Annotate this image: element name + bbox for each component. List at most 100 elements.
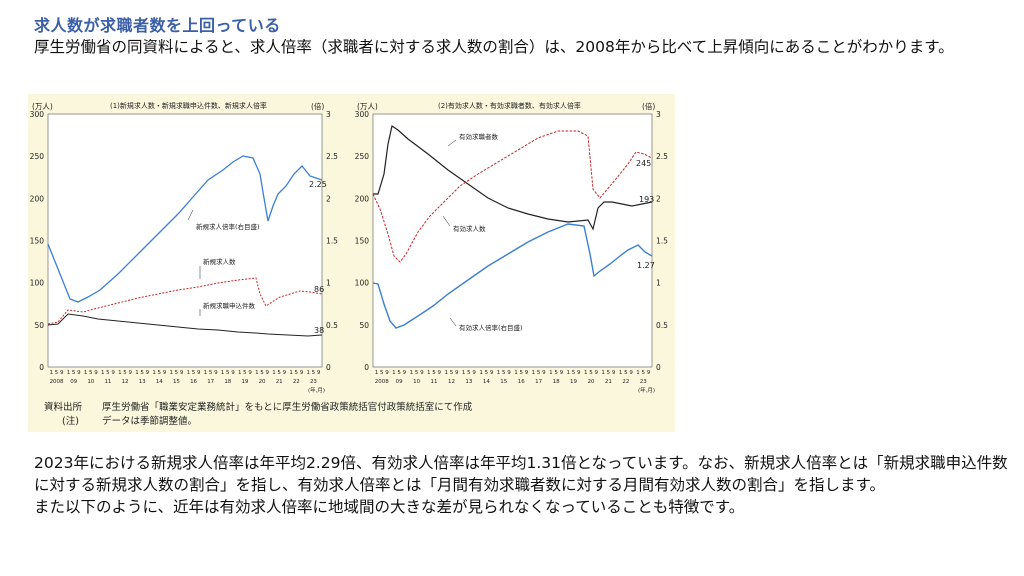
left-axis-tick: 250 (355, 152, 370, 161)
month-marks: 1 5 9 (636, 370, 650, 376)
body-line-2: また以下のように、近年は有効求人倍率に地域間の大きな差が見られなくなっていること… (34, 498, 745, 516)
year-label: 15 (173, 379, 180, 385)
month-marks: 1 5 9 (462, 370, 476, 376)
year-label: 09 (70, 379, 77, 385)
month-marks: 1 5 9 (101, 370, 115, 376)
right-axis-tick: 2.5 (326, 152, 338, 161)
month-marks: 1 5 9 (221, 370, 235, 376)
right-axis-tick: 1 (326, 279, 331, 288)
year-label: 15 (500, 379, 507, 385)
year-label: 13 (465, 379, 472, 385)
year-label: 12 (122, 379, 129, 385)
year-label: 19 (570, 379, 577, 385)
month-marks: 1 5 9 (187, 370, 201, 376)
label-new-ratio: 新規求人倍率(右目盛) (196, 222, 260, 231)
month-marks: 1 5 9 (152, 370, 166, 376)
end-effective-seekers: 193 (639, 195, 654, 204)
right-axis-tick: 0 (326, 363, 331, 372)
year-label: 17 (207, 379, 214, 385)
month-marks: 1 5 9 (272, 370, 286, 376)
year-label: 11 (104, 379, 111, 385)
left-axis-tick: 50 (359, 321, 369, 330)
month-marks: 1 5 9 (238, 370, 252, 376)
source-note: 資料出所 厚生労働省「職業安定業務統計」をもとに厚生労働省政策統括官付政策統括室に… (44, 401, 472, 429)
note-label: (注) (62, 416, 79, 427)
body-paragraph: 2023年における新規求人倍率は年平均2.29倍、有効求人倍率は年平均1.31倍… (34, 452, 1009, 518)
left-unit-left: (万人) (32, 102, 53, 111)
left-unit-right: (倍) (311, 101, 324, 111)
slide-title: 求人数が求職者数を上回っている (34, 16, 281, 35)
right-axis-tick: 0.5 (326, 321, 338, 330)
left-axis-tick: 300 (30, 110, 45, 119)
left-axis-tick: 100 (355, 279, 370, 288)
year-label: 14 (483, 379, 490, 385)
month-marks: 1 5 9 (410, 370, 424, 376)
right-axis-tick: 2 (326, 194, 331, 203)
year-label: 10 (413, 379, 420, 385)
month-marks: 1 5 9 (601, 370, 615, 376)
year-label: 18 (224, 379, 231, 385)
month-marks: 1 5 9 (549, 370, 563, 376)
right-axis-tick: 3 (326, 110, 331, 119)
year-label: 10 (87, 379, 94, 385)
right-axis-tick: 0 (656, 363, 661, 372)
labor-statistics-figure: 300 3 250 2.5 200 2 150 1.5 100 1 50 0.5 0 0 (万人) (倍)… (28, 94, 675, 432)
left-axis-tick: 150 (30, 237, 45, 246)
year-label: 2008 (50, 379, 64, 385)
year-label: 11 (431, 379, 438, 385)
label-seekers: 有効求職者数 (459, 132, 499, 141)
year-label: 18 (553, 379, 560, 385)
month-marks: 1 5 9 (255, 370, 269, 376)
label-effective-ratio: 有効求人倍率(右目盛) (459, 323, 523, 332)
right-axis-tick: 2 (656, 194, 661, 203)
right-unit-left: (万人) (357, 102, 378, 111)
year-label: 22 (622, 379, 629, 385)
year-label: 20 (259, 379, 266, 385)
left-axis-tick: 50 (34, 321, 44, 330)
month-marks: 1 5 9 (375, 370, 389, 376)
month-marks: 1 5 9 (135, 370, 149, 376)
right-axis-tick: 1.5 (656, 237, 668, 246)
right-axis-tick: 1 (656, 279, 661, 288)
left-axis-tick: 100 (30, 279, 45, 288)
note-text: データは季節調整値。 (102, 416, 198, 427)
label-new-applicants: 新規求職申込件数 (203, 301, 256, 310)
month-marks: 1 5 9 (619, 370, 633, 376)
source-label: 資料出所 (44, 402, 83, 413)
left-axis-tick: 0 (39, 363, 44, 372)
year-label: 22 (293, 379, 300, 385)
end-effective-ratio: 1.27 (637, 261, 655, 270)
month-marks: 1 5 9 (567, 370, 581, 376)
year-label: 14 (156, 379, 163, 385)
end-new-applicants: 38 (314, 326, 324, 335)
month-marks: 1 5 9 (444, 370, 458, 376)
end-new-ratio: 2.25 (309, 180, 327, 189)
month-marks: 1 5 9 (289, 370, 303, 376)
left-axis-tick: 0 (364, 363, 369, 372)
month-marks: 1 5 9 (50, 370, 64, 376)
month-marks: 1 5 9 (514, 370, 528, 376)
left-panel-title: (1)新規求人数・新規求職申込件数、新規求人倍率 (110, 102, 267, 110)
right-axis-tick: 2.5 (656, 152, 668, 161)
end-effective-openings: 245 (636, 159, 651, 168)
year-label: 16 (518, 379, 525, 385)
right-unit-right: (倍) (642, 101, 655, 111)
month-marks: 1 5 9 (67, 370, 81, 376)
month-marks: 1 5 9 (497, 370, 511, 376)
year-label: 23 (640, 379, 647, 385)
right-panel-title: (2)有効求人数・有効求職者数、有効求人倍率 (438, 102, 581, 110)
year-label: 21 (605, 379, 612, 385)
month-marks: 1 5 9 (118, 370, 132, 376)
year-label: 23 (310, 379, 317, 385)
left-axis-tick: 250 (30, 152, 45, 161)
x-axis-unit: (年,月) (308, 386, 325, 394)
left-axis-tick: 200 (30, 194, 45, 203)
month-marks: 1 5 9 (532, 370, 546, 376)
month-marks: 1 5 9 (84, 370, 98, 376)
month-marks: 1 5 9 (169, 370, 183, 376)
month-marks: 1 5 9 (204, 370, 218, 376)
month-marks: 1 5 9 (479, 370, 493, 376)
